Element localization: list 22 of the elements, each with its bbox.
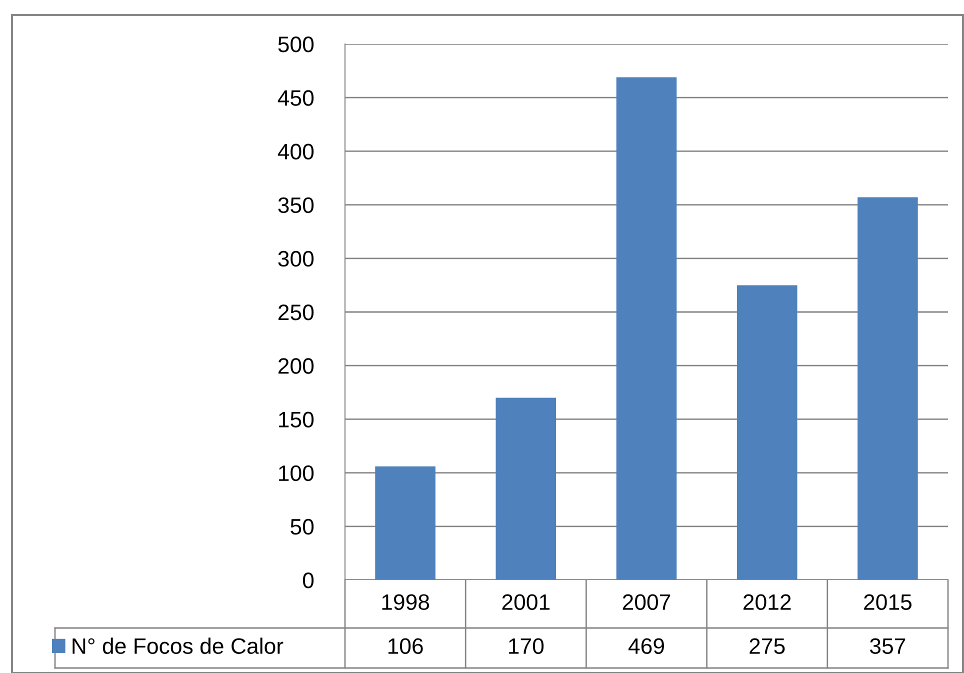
data-label: 106 — [388, 638, 423, 654]
y-tick-label: 400 — [278, 144, 314, 160]
y-tick-label: 450 — [278, 90, 314, 106]
legend-label: N° de Focos de Calor — [72, 638, 284, 654]
x-tick-label: 1998 — [382, 594, 430, 610]
y-tick-label: 0 — [302, 572, 314, 588]
x-tick-label: 2012 — [744, 594, 791, 610]
y-tick-label: 50 — [290, 518, 314, 535]
y-tick-label: 150 — [279, 412, 314, 428]
x-tick-label: 2007 — [622, 594, 670, 610]
y-tick-label: 500 — [278, 36, 314, 52]
x-tick-label: 2015 — [864, 594, 912, 610]
data-label: 275 — [750, 638, 785, 654]
y-tick-label: 350 — [278, 197, 314, 214]
y-tick-label: 200 — [278, 358, 314, 374]
y-tick-label: 250 — [278, 304, 314, 320]
x-tick-label: 2001 — [502, 594, 550, 610]
y-tick-label: 100 — [279, 465, 314, 482]
data-label: 170 — [509, 638, 544, 654]
data-label: 357 — [870, 638, 906, 654]
y-tick-label: 300 — [278, 250, 314, 267]
data-label: 469 — [628, 638, 664, 654]
